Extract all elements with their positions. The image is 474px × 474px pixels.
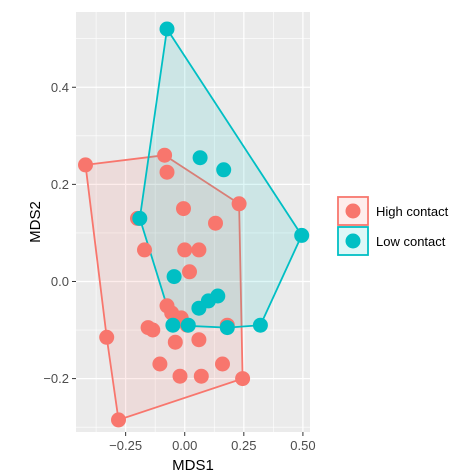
- point-series-0: [111, 412, 126, 428]
- point-series-0: [231, 196, 247, 212]
- point-series-0: [157, 147, 173, 163]
- legend: High contact Low contact: [337, 196, 449, 256]
- point-series-1: [132, 210, 148, 226]
- point-series-1: [159, 21, 175, 37]
- x-tick-label: 0.50: [290, 438, 315, 453]
- point-series-0: [167, 334, 183, 350]
- point-series-1: [180, 317, 196, 333]
- x-tick-label: 0.25: [231, 438, 256, 453]
- legend-label-0: High contact: [376, 204, 449, 219]
- point-series-0: [176, 201, 191, 217]
- point-series-0: [177, 242, 193, 258]
- point-series-0: [193, 368, 209, 384]
- data-points: [78, 21, 310, 428]
- axes: −0.25 0.00 0.25 0.50 −0.2 0.0 0.2 0.4: [43, 80, 315, 453]
- point-series-0: [152, 356, 168, 372]
- legend-key-point-0: [345, 203, 361, 219]
- point-series-0: [191, 242, 207, 258]
- point-series-1: [216, 162, 232, 178]
- point-series-0: [145, 322, 161, 338]
- point-series-0: [159, 164, 175, 180]
- point-series-0: [172, 368, 188, 384]
- point-series-1: [191, 300, 207, 316]
- point-series-1: [294, 227, 310, 243]
- legend-key-point-1: [345, 233, 361, 249]
- x-tick-label: 0.00: [172, 438, 197, 453]
- point-series-0: [191, 332, 207, 348]
- grid-lines: [76, 12, 310, 432]
- y-axis-title: MDS2: [27, 201, 44, 243]
- point-series-0: [182, 264, 197, 280]
- point-series-1: [219, 320, 235, 336]
- point-series-0: [235, 371, 251, 387]
- point-series-0: [78, 157, 93, 173]
- point-series-1: [192, 150, 208, 166]
- panel-background: [76, 12, 310, 432]
- x-axis-title: MDS1: [172, 457, 214, 474]
- y-tick-label: −0.2: [43, 371, 69, 386]
- point-series-1: [252, 317, 268, 333]
- point-series-0: [99, 329, 115, 345]
- y-tick-label: 0.0: [51, 274, 69, 289]
- point-series-1: [166, 269, 182, 285]
- point-series-0: [137, 242, 152, 258]
- point-series-0: [215, 356, 230, 372]
- point-series-0: [208, 215, 223, 231]
- legend-label-1: Low contact: [376, 234, 446, 249]
- y-tick-label: 0.2: [51, 177, 69, 192]
- point-series-1: [165, 317, 181, 333]
- x-tick-label: −0.25: [109, 438, 142, 453]
- point-series-1: [210, 288, 226, 304]
- y-tick-label: 0.4: [51, 80, 69, 95]
